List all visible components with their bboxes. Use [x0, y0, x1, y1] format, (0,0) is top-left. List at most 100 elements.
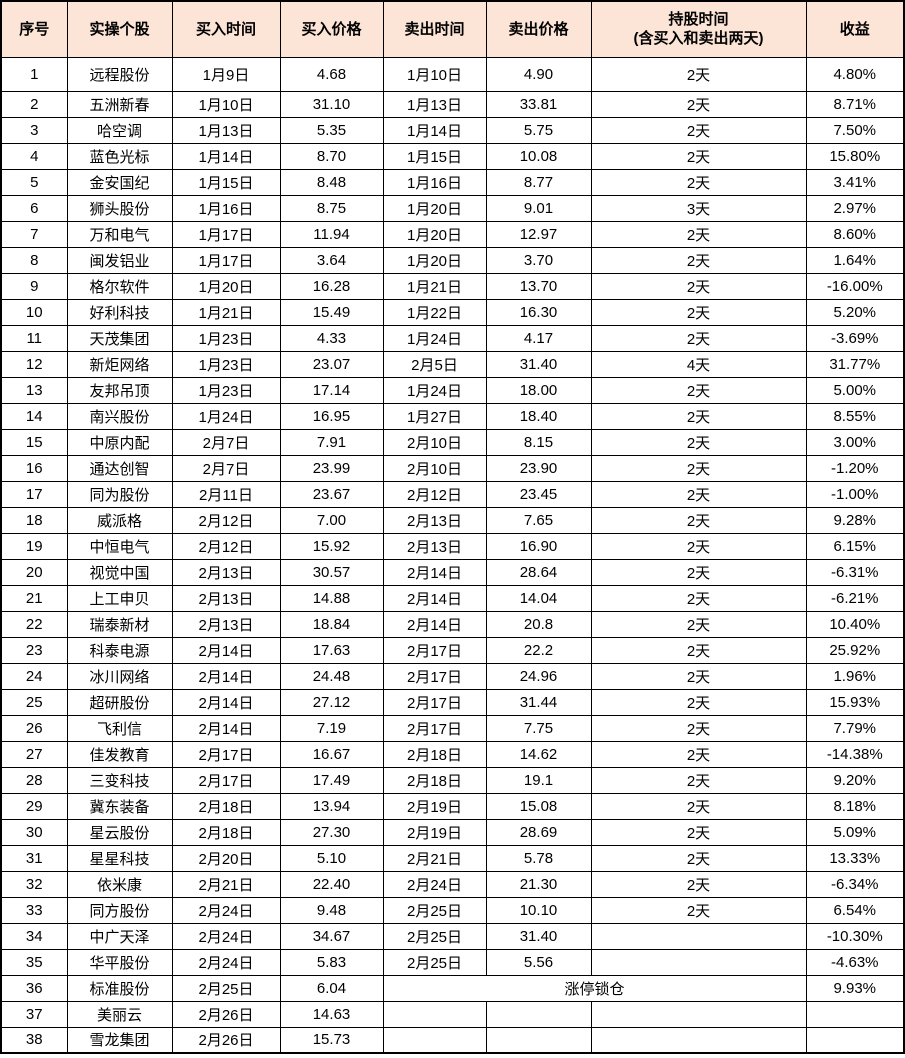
cell-stock: 星云股份 [66, 818, 173, 846]
cell-buy-price: 5.35 [279, 116, 384, 144]
cell-hold-time: 2天 [590, 272, 807, 300]
cell-sell-price: 31.40 [485, 922, 592, 950]
cell-buy-date: 2月12日 [171, 506, 281, 534]
cell-buy-price: 17.63 [279, 636, 384, 664]
table-row: 29 冀东装备 2月18日 13.94 2月19日 15.08 2天 8.18% [0, 792, 905, 820]
table-row: 23 科泰电源 2月14日 17.63 2月17日 22.2 2天 25.92% [0, 636, 905, 664]
cell-buy-date: 2月24日 [171, 948, 281, 976]
cell-stock: 同方股份 [66, 896, 173, 924]
cell-stock: 视觉中国 [66, 558, 173, 586]
cell-buy-price: 30.57 [279, 558, 384, 586]
cell-hold-time: 2天 [590, 688, 807, 716]
cell-stock: 哈空调 [66, 116, 173, 144]
cell-buy-date: 2月7日 [171, 428, 281, 456]
cell-hold-time: 2天 [590, 610, 807, 638]
cell-stock: 金安国纪 [66, 168, 173, 196]
cell-buy-date: 1月17日 [171, 220, 281, 248]
cell-sell-date: 2月12日 [382, 480, 487, 508]
cell-sell-date: 1月15日 [382, 142, 487, 170]
cell-sell-date: 1月13日 [382, 90, 487, 118]
cell-sell-date [382, 1026, 487, 1054]
cell-return: -1.20% [805, 454, 905, 482]
cell-buy-date: 1月23日 [171, 324, 281, 352]
cell-sell-date: 1月16日 [382, 168, 487, 196]
table-row: 35 华平股份 2月24日 5.83 2月25日 5.56 -4.63% [0, 948, 905, 976]
cell-stock: 好利科技 [66, 298, 173, 326]
cell-buy-price: 3.64 [279, 246, 384, 274]
cell-hold-time: 2天 [590, 714, 807, 742]
cell-buy-price: 7.19 [279, 714, 384, 742]
cell-sell-date: 2月19日 [382, 792, 487, 820]
cell-sell-price: 7.75 [485, 714, 592, 742]
cell-index: 29 [0, 792, 68, 820]
cell-stock: 超研股份 [66, 688, 173, 716]
cell-return: -10.30% [805, 922, 905, 950]
cell-sell-price: 5.75 [485, 116, 592, 144]
cell-index: 2 [0, 90, 68, 118]
cell-buy-date: 1月20日 [171, 272, 281, 300]
table-row: 13 友邦吊顶 1月23日 17.14 1月24日 18.00 2天 5.00% [0, 376, 905, 404]
cell-index: 27 [0, 740, 68, 768]
cell-buy-date: 2月11日 [171, 480, 281, 508]
cell-return: -16.00% [805, 272, 905, 300]
cell-return: 2.97% [805, 194, 905, 222]
header-index: 序号 [0, 0, 68, 58]
cell-buy-date: 2月21日 [171, 870, 281, 898]
cell-buy-price: 8.75 [279, 194, 384, 222]
cell-buy-price: 7.00 [279, 506, 384, 534]
cell-sell-price: 5.78 [485, 844, 592, 872]
cell-sell-price: 18.00 [485, 376, 592, 404]
cell-sell-price: 15.08 [485, 792, 592, 820]
header-row: 序号 实操个股 买入时间 买入价格 卖出时间 卖出价格 持股时间 (含买入和卖出… [0, 0, 905, 58]
cell-hold-time: 4天 [590, 350, 807, 378]
cell-index: 34 [0, 922, 68, 950]
cell-index: 13 [0, 376, 68, 404]
cell-sell-price: 3.70 [485, 246, 592, 274]
cell-sell-price: 4.17 [485, 324, 592, 352]
cell-hold-time: 2天 [590, 584, 807, 612]
cell-stock: 佳发教育 [66, 740, 173, 768]
cell-buy-price: 15.49 [279, 298, 384, 326]
cell-buy-price: 24.48 [279, 662, 384, 690]
cell-buy-date: 2月13日 [171, 558, 281, 586]
cell-buy-price: 34.67 [279, 922, 384, 950]
cell-sell-price [485, 1000, 592, 1028]
cell-buy-date: 1月13日 [171, 116, 281, 144]
cell-hold-time: 2天 [590, 246, 807, 274]
table-row: 4 蓝色光标 1月14日 8.70 1月15日 10.08 2天 15.80% [0, 142, 905, 170]
cell-sell-price: 10.08 [485, 142, 592, 170]
cell-index: 17 [0, 480, 68, 508]
cell-buy-date: 2月18日 [171, 818, 281, 846]
cell-hold-time: 2天 [590, 142, 807, 170]
cell-return: 15.93% [805, 688, 905, 716]
cell-index: 23 [0, 636, 68, 664]
cell-buy-price: 7.91 [279, 428, 384, 456]
cell-index: 26 [0, 714, 68, 742]
header-buy-price: 买入价格 [279, 0, 384, 58]
cell-sell-date: 2月10日 [382, 454, 487, 482]
cell-buy-price: 4.33 [279, 324, 384, 352]
cell-index: 37 [0, 1000, 68, 1028]
table-row: 37 美丽云 2月26日 14.63 [0, 1000, 905, 1028]
cell-return: 15.80% [805, 142, 905, 170]
cell-return: -3.69% [805, 324, 905, 352]
cell-index: 11 [0, 324, 68, 352]
table-row: 12 新炬网络 1月23日 23.07 2月5日 31.40 4天 31.77% [0, 350, 905, 378]
cell-index: 25 [0, 688, 68, 716]
cell-sell-price: 9.01 [485, 194, 592, 222]
cell-buy-date: 1月23日 [171, 350, 281, 378]
cell-stock: 依米康 [66, 870, 173, 898]
cell-sell-date: 2月25日 [382, 896, 487, 924]
table-row: 31 星星科技 2月20日 5.10 2月21日 5.78 2天 13.33% [0, 844, 905, 872]
cell-buy-price: 13.94 [279, 792, 384, 820]
cell-sell-price: 20.8 [485, 610, 592, 638]
cell-sell-date [382, 1000, 487, 1028]
cell-sell-price: 16.30 [485, 298, 592, 326]
table-row: 16 通达创智 2月7日 23.99 2月10日 23.90 2天 -1.20% [0, 454, 905, 482]
cell-buy-date: 1月10日 [171, 90, 281, 118]
cell-buy-date: 1月21日 [171, 298, 281, 326]
cell-stock: 上工申贝 [66, 584, 173, 612]
cell-index: 35 [0, 948, 68, 976]
cell-stock: 中原内配 [66, 428, 173, 456]
cell-stock: 星星科技 [66, 844, 173, 872]
